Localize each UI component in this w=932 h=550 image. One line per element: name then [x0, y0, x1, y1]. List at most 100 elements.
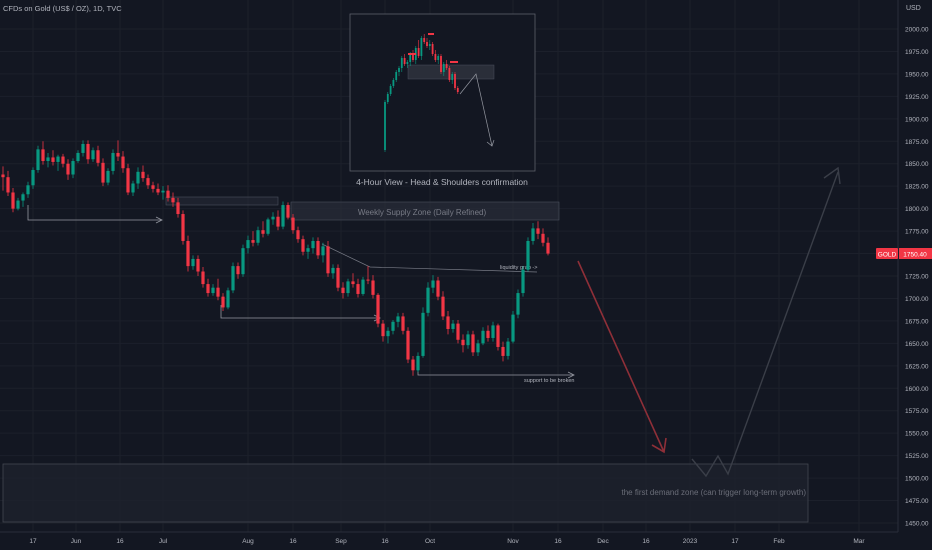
inset-candle-body: [398, 68, 400, 72]
arrow-head-3: [567, 371, 575, 379]
y-tick-label: 1800.00: [905, 206, 929, 213]
candle-body: [521, 269, 525, 294]
candle-body: [391, 321, 395, 331]
candle-body: [281, 205, 285, 227]
inset-candle-body: [423, 38, 426, 42]
inset-frame: [349, 13, 536, 172]
candle-body: [446, 316, 450, 329]
symbol-label: GOLD: [878, 252, 897, 259]
currency-label: USD: [906, 5, 921, 12]
candle-body: [516, 293, 520, 315]
time-axis[interactable]: 17 Jun 16 Jul Aug 16 Sep 16 Oct Nov 16 Dec 16 2023 17 F…: [29, 538, 865, 545]
inset-candle-body: [386, 94, 389, 102]
candle-body: [236, 266, 240, 275]
price-axis[interactable]: 1450.00 1475.00 1500.00 1525.00 1550.00 1575.…: [905, 27, 929, 528]
bearish-projection: [577, 260, 665, 453]
inset-candle-body: [403, 58, 406, 64]
candle-body: [296, 230, 300, 240]
candle-body: [126, 168, 130, 193]
candle-body: [206, 284, 210, 294]
inset-candle-body: [417, 48, 420, 56]
inset-projection: [459, 73, 493, 147]
inset-candle-body: [426, 42, 428, 46]
candle-body: [276, 216, 280, 227]
candle-body: [431, 280, 435, 288]
candle-body: [346, 281, 350, 294]
liquidity-label: liquidity grab ->: [500, 265, 537, 271]
inset-candle-body: [420, 38, 423, 56]
candle-body: [316, 240, 320, 256]
candle-body: [46, 157, 50, 162]
candle-body: [76, 152, 80, 162]
candle-body: [466, 334, 470, 346]
candle-body: [26, 185, 30, 195]
candle-body: [181, 214, 185, 241]
candle-body: [366, 279, 370, 281]
y-tick-label: 1900.00: [905, 116, 929, 123]
candle-body: [306, 248, 310, 252]
y-tick-label: 2000.00: [905, 27, 929, 34]
candle-body: [541, 233, 545, 243]
candle-body: [71, 161, 75, 175]
y-tick-label: 1875.00: [905, 139, 929, 146]
price-badge: [899, 248, 932, 259]
candle-body: [406, 330, 410, 360]
y-tick-label: 1925.00: [905, 94, 929, 101]
y-tick-label: 1700.00: [905, 296, 929, 303]
candle-body: [396, 316, 400, 322]
y-tick-label: 1450.00: [905, 521, 929, 528]
candle-body: [251, 240, 255, 243]
y-tick-label: 1850.00: [905, 161, 929, 168]
y-tick-label: 1575.00: [905, 408, 929, 415]
y-tick-label: 1550.00: [905, 431, 929, 438]
candle-body: [156, 188, 160, 193]
annotations: Weekly Supply Zone (Daily Refined) the f…: [2, 196, 809, 523]
symbol-badge: [876, 248, 898, 259]
candle-body: [11, 192, 15, 209]
candle-body: [356, 284, 360, 294]
candle-body: [311, 240, 315, 249]
inset-candle-body: [412, 54, 414, 60]
support-line-2: [220, 305, 380, 319]
candle-body: [201, 271, 205, 285]
candle-body: [411, 359, 415, 371]
candle-body: [486, 330, 490, 338]
y-tick-label: 1500.00: [905, 476, 929, 483]
inset-candle-body: [406, 62, 409, 64]
candle-body: [121, 156, 125, 169]
y-tick-label: 1725.00: [905, 274, 929, 281]
inset-candle-body: [434, 54, 437, 60]
y-tick-label: 1600.00: [905, 386, 929, 393]
candle-body: [41, 149, 45, 162]
candle-body: [436, 280, 440, 297]
candle-body: [101, 162, 105, 183]
inset-candle-body: [437, 56, 440, 60]
candle-body: [186, 240, 190, 267]
candle-body: [536, 228, 540, 234]
supply-zone-label: Weekly Supply Zone (Daily Refined): [358, 208, 487, 217]
candle-body: [331, 267, 335, 274]
inset-candle-body: [448, 68, 451, 80]
inset-candle-body: [431, 44, 434, 54]
inset-candle-body: [392, 80, 395, 86]
candle-body: [86, 143, 90, 160]
candle-body: [341, 287, 345, 294]
demand-zone: [2, 463, 809, 523]
right-shoulder-mark: [450, 61, 458, 63]
candle-body: [1, 174, 5, 178]
candle-body: [141, 171, 145, 179]
candle-body: [6, 177, 10, 193]
support-label: support to be broken: [524, 378, 574, 384]
candle-body: [111, 152, 115, 171]
candle-body: [361, 279, 365, 294]
candle-body: [471, 334, 475, 353]
inset-candle-body: [409, 54, 412, 62]
x-tick-label: Dec: [597, 538, 609, 545]
y-tick-label: 1475.00: [905, 498, 929, 505]
last-price: 1750.40: [903, 252, 927, 259]
price-axis-bg: [898, 0, 932, 532]
candle-body: [416, 355, 420, 371]
candle-body: [191, 258, 195, 267]
candle-body: [241, 248, 245, 275]
